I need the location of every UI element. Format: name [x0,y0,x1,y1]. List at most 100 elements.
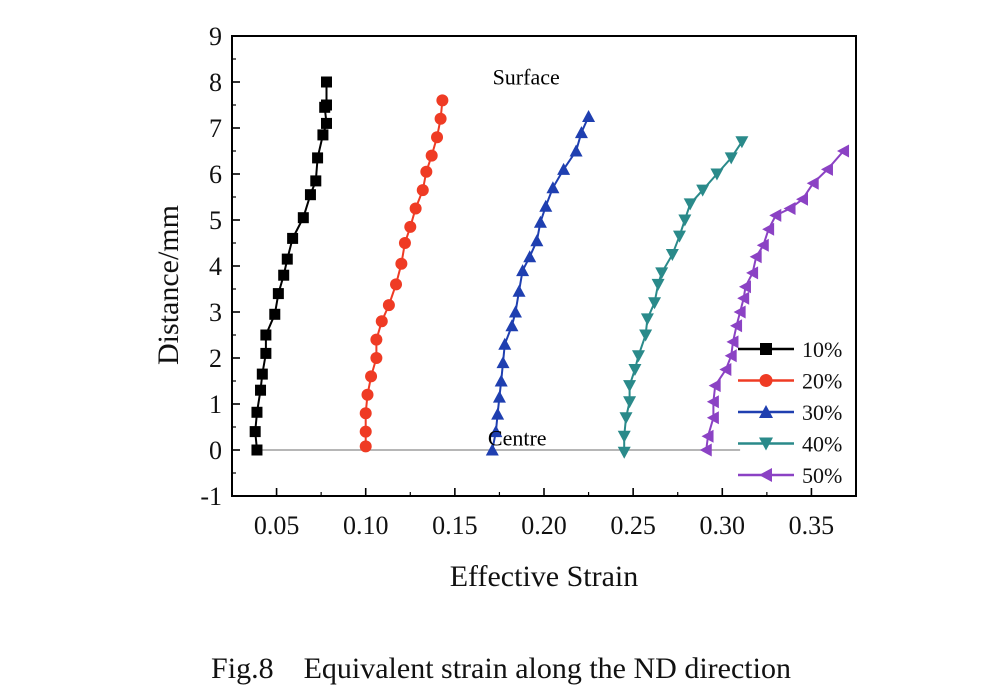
data-point [756,238,769,252]
series-50pct [699,144,850,457]
data-point [574,126,588,139]
data-point [272,288,284,300]
data-point [726,335,739,349]
legend-marker [760,343,772,355]
x-tick-label: 0.15 [432,511,478,540]
data-point [762,222,775,236]
y-tick-label: 1 [209,390,222,419]
data-point [370,333,383,346]
series-30pct [485,110,596,456]
caption-label: Fig.8 [211,652,274,685]
legend-label: 10% [802,337,842,362]
data-point [269,308,281,320]
data-point [425,149,438,162]
data-point [516,264,530,277]
y-tick-label: -1 [200,482,222,511]
data-point [640,313,654,326]
data-point [582,110,596,122]
series-20pct [359,94,449,453]
figure-caption: Fig.8 Equivalent strain along the ND dir… [0,652,1002,686]
data-point [746,266,759,280]
data-point [420,165,433,178]
data-point [706,411,719,425]
data-point [619,412,633,425]
data-point [749,250,762,264]
caption-text: Equivalent strain along the ND direction [303,652,791,685]
data-point [533,215,547,228]
data-point [655,267,669,280]
data-point [434,112,447,125]
data-point [706,395,719,409]
legend: 10% 20% 30% 40% 50% [738,337,842,488]
data-point [416,184,429,197]
data-point [436,94,449,107]
data-point [249,426,261,438]
data-point [719,363,732,376]
data-point [365,370,378,383]
data-point [639,329,653,342]
y-tick-label: 8 [209,68,222,97]
legend-label: 30% [802,400,842,425]
data-point [733,305,746,319]
data-point [651,278,665,291]
data-point [710,168,724,181]
data-point [260,347,272,359]
data-point [359,425,372,438]
legend-item: 40% [738,432,842,457]
data-point [737,291,750,305]
data-point [769,208,782,222]
legend-item: 20% [738,369,842,394]
data-point [260,329,272,341]
data-point [546,181,560,194]
y-tick-label: 7 [209,114,222,143]
data-point [738,280,751,294]
x-tick-label: 0.10 [343,511,389,540]
series-10pct [249,76,332,456]
data-point [512,284,526,297]
data-point [409,202,422,215]
data-point [361,388,374,401]
data-point [489,425,503,438]
data-point [617,446,631,459]
series-line [705,150,845,451]
data-point [623,380,637,393]
data-point [395,257,408,270]
data-point [724,349,737,363]
legend-item: 30% [738,400,842,425]
data-point [251,406,263,418]
data-point [287,232,299,244]
legend-marker [759,437,773,451]
data-point [297,212,309,224]
data-point [251,444,263,456]
data-point [431,131,444,144]
legend-label: 40% [802,432,842,457]
data-point [310,175,322,187]
y-tick-label: 5 [209,206,222,235]
y-tick-label: 3 [209,298,222,327]
x-tick-label: 0.30 [700,511,746,540]
data-point [494,374,508,387]
data-point [359,407,372,420]
data-point [628,364,642,376]
legend-marker [759,374,773,387]
data-point [696,184,710,197]
data-point [735,136,749,149]
data-point [837,144,850,158]
legend-item: 50% [738,463,842,488]
data-point [617,430,631,443]
data-point [708,379,721,393]
x-tick-label: 0.05 [254,511,300,540]
data-point [256,368,268,380]
y-tick-label: 2 [209,344,222,373]
data-point [398,237,411,249]
data-point [370,352,383,364]
data-point [806,176,819,190]
data-point [530,234,544,247]
data-point [701,429,714,443]
data-point [523,250,537,263]
legend-label: 50% [802,463,842,488]
data-point [359,440,372,453]
legend-item: 10% [738,337,842,362]
data-point [312,152,324,164]
data-point [496,356,510,369]
